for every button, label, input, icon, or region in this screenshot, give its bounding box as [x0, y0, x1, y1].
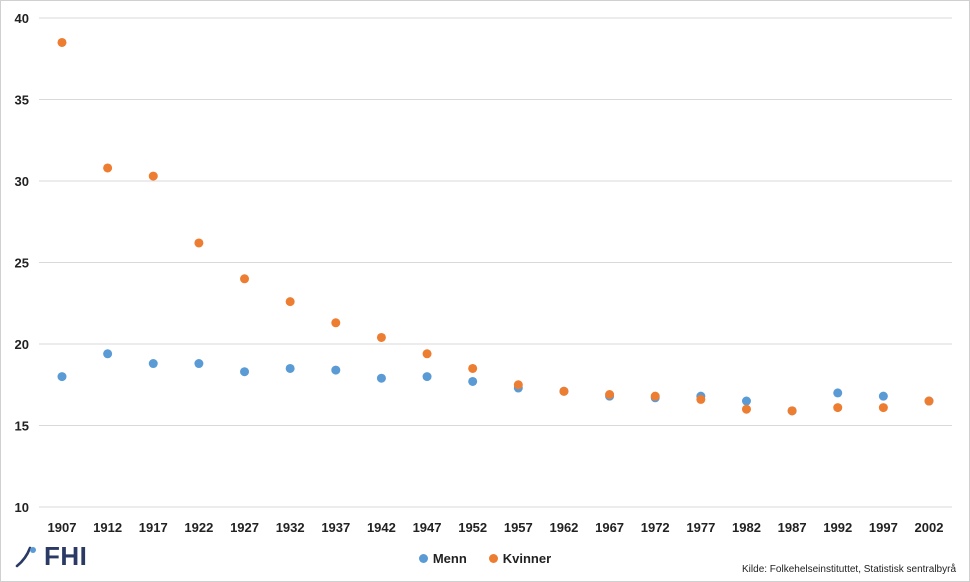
gridlines [39, 17, 952, 508]
data-point-menn [194, 359, 204, 369]
fhi-logo-text: FHI [44, 541, 88, 571]
data-point-kvinner [57, 37, 67, 47]
data-point-kvinner [741, 404, 751, 414]
x-tick-label: 1987 [778, 520, 807, 535]
data-point-kvinner [605, 390, 615, 400]
x-tick-label: 1907 [48, 520, 77, 535]
data-point-kvinner [148, 171, 158, 181]
data-point-kvinner [559, 386, 569, 396]
legend-marker [418, 554, 428, 563]
data-point-menn [833, 388, 843, 398]
legend-item-kvinner: Kvinner [488, 551, 552, 566]
data-point-menn [57, 372, 67, 382]
x-tick-label: 1932 [276, 520, 305, 535]
x-tick-label: 1942 [367, 520, 396, 535]
x-tick-label: 1967 [595, 520, 624, 535]
data-point-kvinner [285, 297, 295, 307]
x-tick-label: 1977 [686, 520, 715, 535]
legend-label: Kvinner [502, 551, 552, 566]
legend-label: Menn [432, 551, 467, 566]
data-point-menn [741, 396, 751, 406]
data-point-kvinner [924, 396, 934, 406]
y-tick-label: 35 [15, 93, 29, 108]
x-tick-label: 1922 [184, 520, 213, 535]
data-points [57, 37, 934, 416]
y-tick-label: 20 [15, 337, 29, 352]
x-tick-label: 1912 [93, 520, 122, 535]
x-tick-label: 1982 [732, 520, 761, 535]
data-point-menn [148, 359, 158, 369]
y-axis-ticks: 10 15 20 25 30 35 40 [15, 11, 29, 515]
chart-legend: Menn Kvinner [0, 551, 970, 566]
y-tick-label: 15 [15, 419, 29, 434]
x-tick-label: 1937 [321, 520, 350, 535]
fhi-logo: FHI [14, 541, 87, 572]
data-point-kvinner [103, 163, 113, 173]
x-tick-label: 1957 [504, 520, 533, 535]
data-point-kvinner [468, 363, 478, 373]
data-point-menn [878, 391, 888, 401]
data-point-kvinner [422, 349, 432, 359]
data-point-kvinner [833, 403, 843, 413]
data-point-menn [331, 365, 341, 375]
x-tick-label: 1952 [458, 520, 487, 535]
data-point-kvinner [240, 274, 250, 284]
data-point-menn [285, 363, 295, 373]
x-tick-label: 1972 [641, 520, 670, 535]
data-point-kvinner [331, 318, 341, 328]
legend-marker [488, 554, 498, 563]
data-point-kvinner [513, 380, 523, 390]
data-point-menn [376, 373, 386, 383]
data-point-kvinner [650, 391, 660, 401]
data-point-menn [103, 349, 113, 359]
x-tick-label: 1992 [823, 520, 852, 535]
y-tick-label: 40 [15, 11, 29, 26]
y-tick-label: 25 [15, 256, 29, 271]
data-point-kvinner [376, 332, 386, 342]
fhi-logo-icon [15, 546, 36, 567]
data-point-menn [468, 376, 478, 386]
x-tick-label: 1917 [139, 520, 168, 535]
data-point-kvinner [787, 406, 797, 416]
x-tick-label: 2002 [915, 520, 944, 535]
x-tick-label: 1927 [230, 520, 259, 535]
x-axis-ticks: 1907 1912 1917 1922 1927 1932 1937 1942 1947 1952… [48, 520, 944, 535]
y-tick-label: 30 [15, 174, 29, 189]
x-tick-label: 1962 [549, 520, 578, 535]
data-point-kvinner [194, 238, 204, 248]
y-tick-label: 10 [15, 500, 29, 515]
data-point-menn [240, 367, 250, 377]
x-tick-label: 1997 [869, 520, 898, 535]
data-point-menn [422, 372, 432, 382]
data-point-kvinner [696, 394, 706, 404]
x-tick-label: 1947 [413, 520, 442, 535]
data-point-kvinner [878, 403, 888, 413]
source-note: Kilde: Folkehelseinstituttet, Statistisk… [742, 564, 956, 575]
legend-item-menn: Menn [418, 551, 467, 566]
